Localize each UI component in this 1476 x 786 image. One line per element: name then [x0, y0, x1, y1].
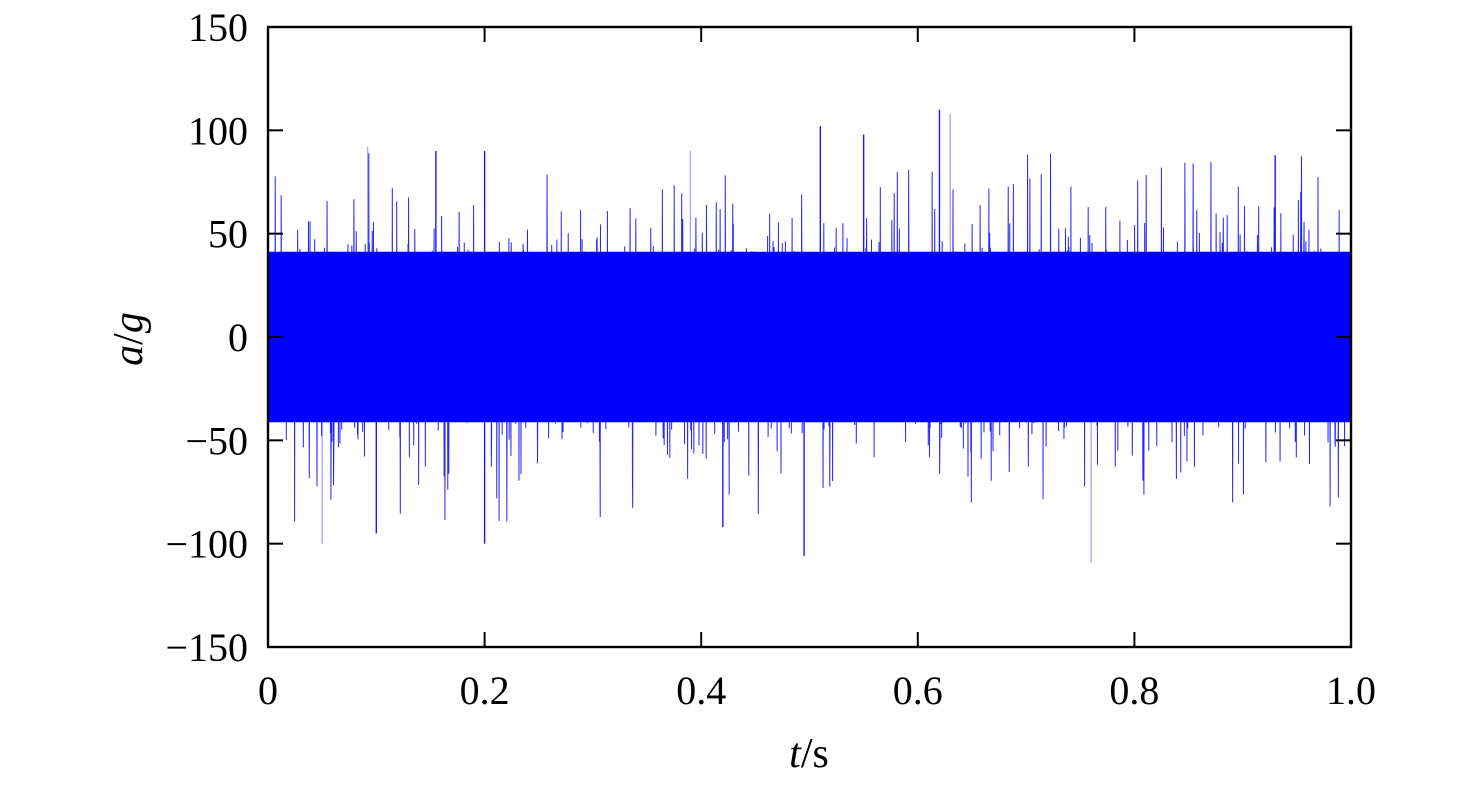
y-axis-separator: / — [106, 333, 152, 345]
x-axis-unit: /s — [801, 731, 829, 777]
x-tick-label: 0.4 — [676, 668, 726, 713]
x-tick-label: 1.0 — [1326, 668, 1376, 713]
x-tick-label: 0.8 — [1109, 668, 1159, 713]
x-tick-labels: 0 0.2 0.4 0.6 0.8 1.0 — [258, 668, 1376, 713]
y-axis-unit: g — [106, 312, 152, 333]
axis-ticks — [267, 26, 1352, 648]
y-tick-label: 150 — [188, 5, 248, 50]
y-tick-label: 100 — [188, 108, 248, 153]
y-tick-label: 0 — [228, 315, 248, 360]
x-tick-label: 0 — [258, 668, 278, 713]
signal-series — [267, 109, 1352, 563]
y-tick-labels: −150 −100 −50 0 50 100 150 — [165, 5, 248, 670]
y-tick-label: 50 — [208, 212, 248, 257]
y-tick-label: −100 — [165, 522, 248, 567]
x-axis-variable: t — [789, 731, 802, 777]
y-axis-title: a/g — [106, 312, 152, 366]
x-tick-label: 0.2 — [460, 668, 510, 713]
y-axis-variable: a — [106, 345, 152, 366]
signal-line — [267, 153, 1352, 522]
x-tick-label: 0.6 — [893, 668, 943, 713]
y-tick-label: −50 — [185, 418, 248, 463]
x-axis-title: t/s — [789, 731, 829, 777]
y-tick-label: −150 — [165, 625, 248, 670]
